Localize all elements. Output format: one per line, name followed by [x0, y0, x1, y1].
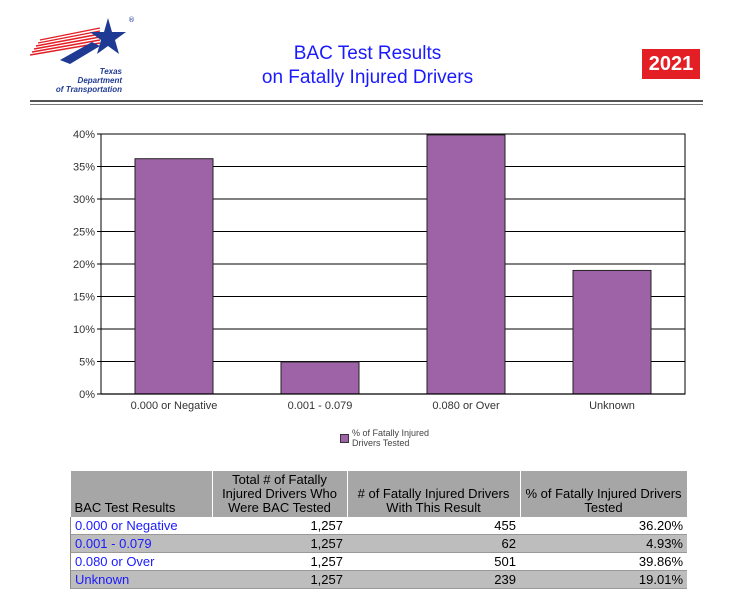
- row-tested: 1,257: [212, 570, 347, 589]
- x-tick-label: 0.000 or Negative: [131, 400, 218, 412]
- page-title: BAC Test Results on Fatally Injured Driv…: [200, 42, 535, 90]
- y-tick-label: 30%: [73, 194, 95, 206]
- bar: [280, 361, 360, 395]
- header-rule-thin: [30, 104, 703, 105]
- table-row: 0.001 - 0.079 1,257 62 4.93%: [70, 534, 687, 553]
- bac-bar-chart: 0% 5% 10% 15% 20% 25% 30% 35% 40% 0.000 or Negati…: [73, 129, 686, 412]
- logo-text: Texas Department of Transportation: [30, 67, 122, 94]
- table-row: 0.000 or Negative 1,257 455 36.20%: [70, 517, 687, 535]
- txdot-logo: ® Texas Department of Transportation: [29, 12, 140, 97]
- registered-mark: ®: [128, 16, 135, 24]
- row-label: 0.000 or Negative: [70, 517, 212, 535]
- col-header-tested: Total # of Fatally Injured Drivers Who W…: [212, 471, 348, 517]
- bar: [134, 158, 214, 395]
- row-pct: 36.20%: [520, 517, 687, 535]
- legend-line-2: Drivers Tested: [352, 438, 410, 448]
- col-header-pct: % of Fatally Injured Drivers Tested: [520, 471, 688, 517]
- y-tick-label: 0%: [79, 389, 95, 401]
- y-tick-label: 40%: [73, 129, 95, 141]
- legend-swatch: [340, 434, 349, 443]
- row-label: 0.001 - 0.079: [70, 534, 212, 553]
- x-tick-label: 0.001 - 0.079: [288, 400, 353, 412]
- year-badge: 2021: [642, 49, 700, 79]
- row-label: 0.080 or Over: [70, 552, 212, 571]
- logo-line-2: Department: [77, 76, 122, 85]
- logo-line-1: Texas: [99, 67, 122, 76]
- y-tick-label: 35%: [73, 162, 95, 174]
- table-row: Unknown 1,257 239 19.01%: [70, 570, 687, 589]
- y-tick-label: 25%: [73, 227, 95, 239]
- y-tick-label: 20%: [73, 259, 95, 271]
- row-pct: 19.01%: [520, 570, 687, 589]
- bar: [572, 269, 652, 395]
- legend-line-1: % of Fatally Injured: [352, 428, 430, 438]
- header-rule: [30, 100, 703, 102]
- row-pct: 4.93%: [520, 534, 687, 553]
- row-count: 62: [347, 534, 520, 553]
- col-header-count: # of Fatally Injured Drivers With This R…: [347, 471, 521, 517]
- star-logo-icon: [29, 18, 126, 64]
- row-tested: 1,257: [212, 534, 347, 553]
- y-tick-label: 10%: [73, 324, 95, 336]
- row-label: Unknown: [70, 570, 212, 589]
- row-count: 501: [347, 552, 520, 571]
- bac-results-table: BAC Test Results Total # of Fatally Inju…: [70, 471, 688, 589]
- row-count: 239: [347, 570, 520, 589]
- row-tested: 1,257: [212, 552, 347, 571]
- col-header-result: BAC Test Results: [70, 471, 213, 517]
- y-tick-label: 5%: [79, 357, 95, 369]
- x-tick-label: Unknown: [589, 400, 635, 412]
- title-line-1: BAC Test Results: [293, 43, 442, 64]
- y-tick-label: 15%: [73, 292, 95, 304]
- legend-label: % of Fatally Injured Drivers Tested: [352, 428, 429, 448]
- table-row: 0.080 or Over 1,257 501 39.86%: [70, 552, 687, 571]
- x-tick-label: 0.080 or Over: [432, 400, 500, 412]
- row-tested: 1,257: [212, 517, 347, 535]
- row-pct: 39.86%: [520, 552, 687, 571]
- title-line-2: on Fatally Injured Drivers: [261, 67, 474, 88]
- bar: [426, 134, 506, 395]
- table-header-row: BAC Test Results Total # of Fatally Inju…: [70, 471, 688, 517]
- row-count: 455: [347, 517, 520, 535]
- logo-line-3: of Transportation: [55, 85, 122, 94]
